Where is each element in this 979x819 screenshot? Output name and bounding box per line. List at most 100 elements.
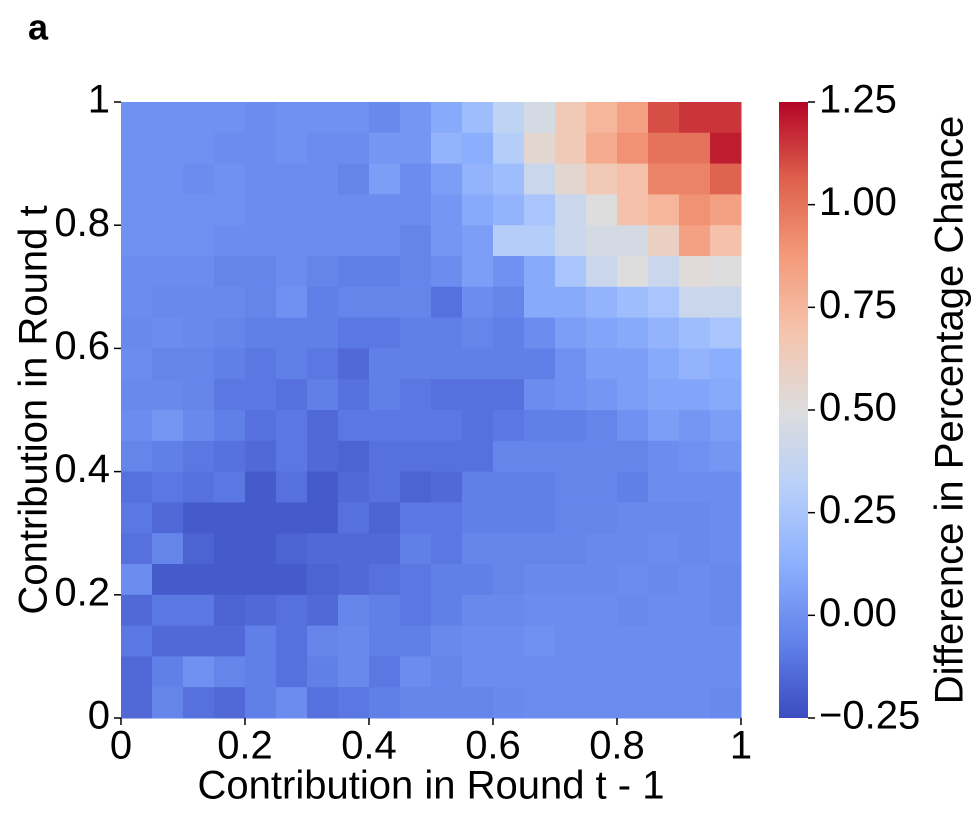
heatmap-cell [431, 687, 463, 719]
heatmap-cell [679, 410, 711, 442]
heatmap-cell [307, 317, 339, 349]
heatmap-cell [400, 256, 432, 288]
heatmap-cell [524, 256, 556, 288]
heatmap-cell [152, 564, 184, 596]
heatmap-cell [431, 594, 463, 627]
heatmap-cell [338, 348, 370, 380]
heatmap-cell [369, 410, 401, 442]
heatmap-cell [555, 163, 587, 195]
heatmap-cell [307, 471, 339, 503]
heatmap-cell [152, 533, 184, 565]
heatmap-cell [555, 225, 587, 257]
heatmap-cell [710, 102, 742, 134]
heatmap-cell [710, 471, 742, 503]
heatmap-cell [307, 564, 339, 596]
heatmap-cell [245, 225, 277, 257]
heatmap-cell [338, 687, 370, 719]
heatmap-cell [617, 533, 649, 565]
heatmap-cell [400, 687, 432, 719]
heatmap-cell [152, 687, 184, 719]
heatmap-cell [679, 194, 711, 226]
heatmap-cell [710, 656, 742, 688]
heatmap-cell [679, 687, 711, 719]
heatmap-cell [617, 502, 649, 534]
heatmap-cell [710, 564, 742, 596]
heatmap-cell [555, 348, 587, 380]
heatmap-cell [307, 256, 339, 288]
heatmap-cell [338, 410, 370, 442]
heatmap-cell [524, 379, 556, 411]
heatmap-cell [152, 132, 184, 165]
heatmap-cell [617, 102, 649, 134]
heatmap-cell [648, 533, 680, 565]
heatmap-cell [431, 410, 463, 442]
heatmap-cell [121, 286, 153, 319]
heatmap-cell [555, 440, 587, 473]
heatmap-cell [648, 379, 680, 411]
x-tick-label: 0.8 [589, 724, 645, 768]
heatmap-cell [617, 317, 649, 349]
heatmap-cell [121, 348, 153, 380]
heatmap-cell [617, 163, 649, 195]
heatmap-cell [493, 348, 525, 380]
heatmap-cell [586, 410, 618, 442]
heatmap-cell [276, 163, 308, 195]
heatmap-cell [400, 656, 432, 688]
heatmap-cell [152, 225, 184, 257]
heatmap-cell [710, 317, 742, 349]
heatmap-cell [307, 348, 339, 380]
heatmap-cell [493, 687, 525, 719]
heatmap-cell [338, 163, 370, 195]
heatmap-cell [338, 132, 370, 165]
heatmap-cell [679, 102, 711, 134]
heatmap-cell [183, 410, 215, 442]
heatmap-cell [679, 348, 711, 380]
heatmap-cell [648, 502, 680, 534]
heatmap-cell [617, 564, 649, 596]
heatmap-cell [462, 102, 494, 134]
heatmap-cell [493, 286, 525, 319]
heatmap-cell [431, 256, 463, 288]
colorbar-tick-label: 0.25 [819, 488, 897, 532]
heatmap-cell [648, 440, 680, 473]
heatmap-cell [245, 286, 277, 319]
heatmap-cell [152, 410, 184, 442]
heatmap-cell [431, 656, 463, 688]
heatmap-cell [245, 163, 277, 195]
heatmap-cell [648, 410, 680, 442]
heatmap-cell [679, 286, 711, 319]
heatmap-cell [276, 502, 308, 534]
heatmap-cell [307, 502, 339, 534]
heatmap-cell [183, 256, 215, 288]
heatmap-cell [431, 625, 463, 657]
heatmap-cell [121, 102, 153, 134]
heatmap-cell [710, 286, 742, 319]
heatmap-cell [245, 594, 277, 627]
heatmap-cell [648, 132, 680, 165]
heatmap-cell [400, 410, 432, 442]
heatmap-cell [369, 625, 401, 657]
heatmap-cell [710, 194, 742, 226]
heatmap-cell [214, 625, 246, 657]
heatmap-cell [431, 163, 463, 195]
heatmap-cell [307, 163, 339, 195]
heatmap-cell [338, 225, 370, 257]
heatmap-cell [400, 379, 432, 411]
heatmap-cell [338, 286, 370, 319]
heatmap-cell [183, 348, 215, 380]
heatmap-cell [493, 625, 525, 657]
heatmap-cell [214, 163, 246, 195]
heatmap-cell [400, 225, 432, 257]
heatmap-cell [648, 625, 680, 657]
heatmap-cell [183, 286, 215, 319]
heatmap-cell [400, 348, 432, 380]
y-axis-title: Contribution in Round t [12, 205, 56, 614]
heatmap-cell [276, 102, 308, 134]
heatmap-cell [493, 256, 525, 288]
heatmap-cell [648, 163, 680, 195]
heatmap-cell [276, 348, 308, 380]
heatmap-cell [152, 286, 184, 319]
heatmap-cell [400, 564, 432, 596]
heatmap-cell [183, 533, 215, 565]
